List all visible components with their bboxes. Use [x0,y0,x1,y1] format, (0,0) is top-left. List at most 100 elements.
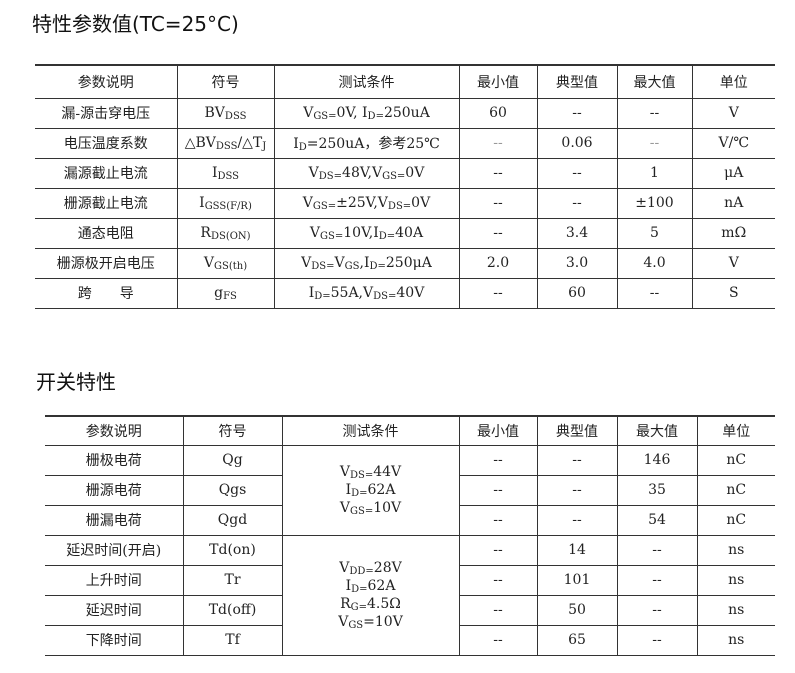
table-row: 栅源极开启电压 VGS(th) VDS=VGS,ID=250μA 2.0 3.0 4.0 V [35,248,775,279]
switching-table: 参数说明 符号 测试条件 最小值 典型值 最大值 单位 栅极电荷 Qg VDS=44V ID=62A… [45,415,775,656]
condition-line: VDD=28V [339,560,402,577]
column-header: 最大值 [616,64,693,99]
param-cell: 下降时间 [45,625,184,656]
param-cell: 栅源电荷 [45,475,184,506]
min-cell: -- [458,505,538,536]
max-cell: 1 [616,158,693,189]
unit-cell: S [691,278,775,309]
section-title-switching: 开关特性 [36,370,116,394]
param-cell: 栅源截止电流 [35,188,178,219]
cond-cell: VDS=48V,VGS=0V [273,158,460,189]
max-cell: 146 [616,445,698,476]
typ-cell: -- [536,98,618,129]
condition-line: RG=4.5Ω [340,596,401,613]
column-header: 参数说明 [45,415,184,446]
column-header: 符号 [176,64,275,99]
unit-cell: ns [696,625,775,656]
param-cell: 栅漏电荷 [45,505,184,536]
param-cell: 栅极电荷 [45,445,184,476]
typ-cell: 3.0 [536,248,618,279]
table-row: 跨 导 gFS ID=55A,VDS=40V -- 60 -- S [35,278,775,309]
min-cell: -- [458,565,538,596]
unit-cell: nC [696,445,775,476]
column-header: 测试条件 [281,415,460,446]
condition-line: ID=62A [345,482,396,499]
table-row: 栅极电荷 Qg VDS=44V ID=62A VGS=10V -- -- 146 nC [45,445,775,536]
column-header: 测试条件 [273,64,460,99]
typ-cell: 14 [536,535,618,566]
max-cell: 5 [616,218,693,249]
symbol-cell: Qgd [182,505,283,536]
min-cell: -- [458,445,538,476]
column-header: 最大值 [616,415,698,446]
column-header: 单位 [691,64,775,99]
symbol-cell: gFS [176,278,275,309]
condition-line: VGS=10V [339,500,402,517]
section-title-characteristics: 特性参数值(TC=25°C) [32,12,239,36]
param-cell: 通态电阻 [35,218,178,249]
column-header: 最小值 [458,415,538,446]
symbol-cell: Tr [182,565,283,596]
column-header: 典型值 [536,415,618,446]
condition-line: VGS=10V [338,614,403,631]
table-row: 延迟时间 Td(off) -- 50 -- ns [45,595,775,626]
condition-line: ID=62A [345,578,396,595]
column-header: 最小值 [458,64,538,99]
min-cell: -- [458,625,538,656]
symbol-cell: VGS(th) [176,248,275,279]
table-row: 漏源截止电流 IDSS VDS=48V,VGS=0V -- -- 1 μA [35,158,775,189]
typ-cell: 60 [536,278,618,309]
typ-cell: -- [536,475,618,506]
min-cell: -- [458,128,538,159]
min-cell: -- [458,595,538,626]
header-row: 参数说明 符号 测试条件 最小值 典型值 最大值 单位 [35,64,775,99]
param-cell: 漏源截止电流 [35,158,178,189]
param-cell: 电压温度系数 [35,128,178,159]
max-cell: -- [616,128,693,159]
cond-cell: VDS=VGS,ID=250μA [273,248,460,279]
typ-cell: 101 [536,565,618,596]
unit-cell: ns [696,535,775,566]
typ-cell: -- [536,505,618,536]
typ-cell: -- [536,158,618,189]
typ-cell: 65 [536,625,618,656]
max-cell: -- [616,278,693,309]
unit-cell: nA [691,188,775,219]
test-condition-cell: VDS=44V ID=62A VGS=10V [281,445,460,536]
param-cell: 延迟时间(开启) [45,535,184,566]
symbol-cell: Tf [182,625,283,656]
typ-cell: 0.06 [536,128,618,159]
table-row: 上升时间 Tr -- 101 -- ns [45,565,775,596]
unit-cell: mΩ [691,218,775,249]
max-cell: 35 [616,475,698,506]
typ-cell: -- [536,445,618,476]
symbol-cell: △BVDSS/△TJ [176,128,275,159]
symbol-cell: Td(on) [182,535,283,566]
condition-line: VDS=44V [339,464,402,481]
param-cell: 延迟时间 [45,595,184,626]
min-cell: -- [458,535,538,566]
typ-cell: 3.4 [536,218,618,249]
characteristics-table: 参数说明 符号 测试条件 最小值 典型值 最大值 单位 漏-源击穿电压 BVDSS VGS=0V,… [35,64,775,309]
symbol-cell: Qg [182,445,283,476]
table-row: 栅漏电荷 Qgd -- -- 54 nC [45,505,775,536]
cond-cell: VGS=±25V,VDS=0V [273,188,460,219]
unit-cell: V/℃ [691,128,775,159]
min-cell: 60 [458,98,538,129]
max-cell: 4.0 [616,248,693,279]
unit-cell: nC [696,475,775,506]
unit-cell: V [691,248,775,279]
min-cell: -- [458,475,538,506]
max-cell: ±100 [616,188,693,219]
symbol-cell: BVDSS [176,98,275,129]
unit-cell: μA [691,158,775,189]
min-cell: -- [458,278,538,309]
column-header: 单位 [696,415,775,446]
typ-cell: -- [536,188,618,219]
param-cell: 栅源极开启电压 [35,248,178,279]
table-row: 下降时间 Tf -- 65 -- ns [45,625,775,656]
column-header: 参数说明 [35,64,178,99]
unit-cell: ns [696,595,775,626]
min-cell: -- [458,218,538,249]
table-row: 栅源截止电流 IGSS(F/R) VGS=±25V,VDS=0V -- -- ±100 nA [35,188,775,219]
